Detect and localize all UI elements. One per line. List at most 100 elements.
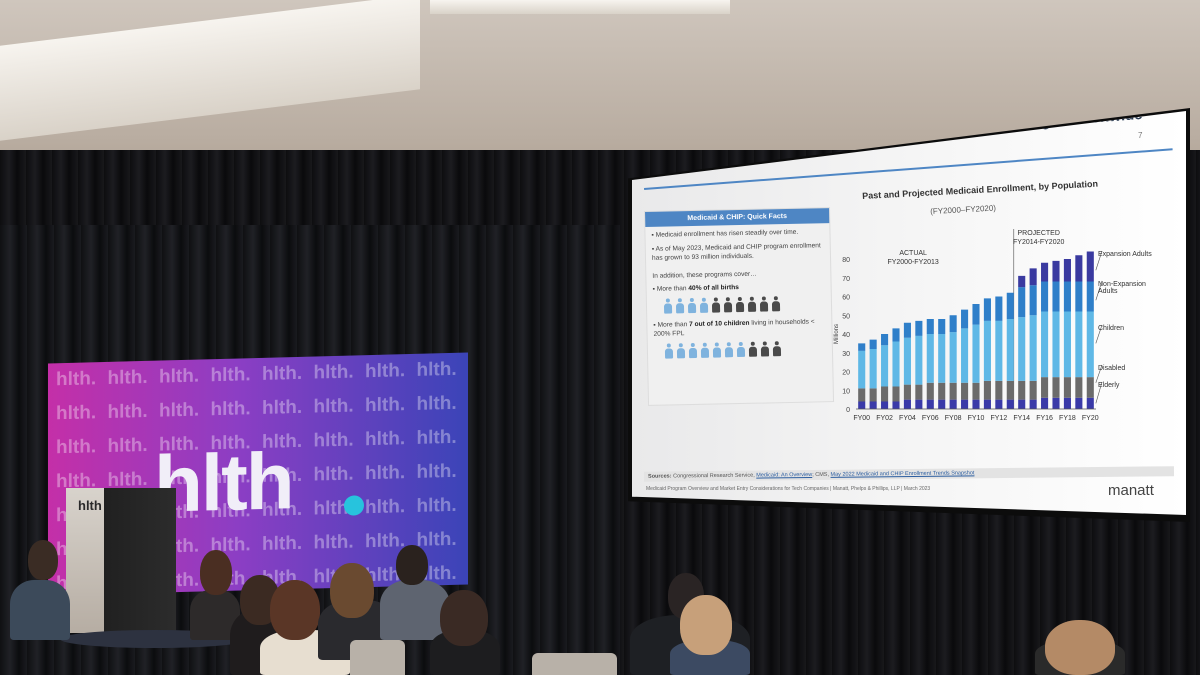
audience-head bbox=[200, 550, 232, 595]
baby-icon bbox=[747, 296, 757, 312]
x-tick-label: FY02 bbox=[876, 415, 893, 422]
backdrop-pattern-word: hlth. bbox=[159, 365, 200, 388]
bar-segment-children bbox=[1063, 311, 1071, 378]
slide-page-number: 7 bbox=[1138, 131, 1143, 140]
bar-segment-non-expansion-adults bbox=[983, 298, 991, 321]
legend-line-children bbox=[1095, 324, 1103, 344]
bar-segment-disabled bbox=[858, 388, 866, 402]
bar-segment-non-expansion-adults bbox=[995, 296, 1003, 321]
y-tick-label: 50 bbox=[842, 313, 850, 320]
y-tick-label: 0 bbox=[846, 407, 850, 414]
backdrop-pattern-word: hlth. bbox=[365, 462, 406, 485]
child-icon bbox=[688, 343, 698, 359]
bar-segment-elderly bbox=[1086, 397, 1094, 409]
projected-label: PROJECTED bbox=[1018, 230, 1060, 237]
child-icon bbox=[748, 341, 758, 357]
y-tick-label: 70 bbox=[842, 276, 850, 283]
x-tick-label: FY06 bbox=[922, 415, 939, 422]
bar-segment-elderly bbox=[1052, 397, 1060, 409]
bar-segment-disabled bbox=[1041, 377, 1049, 398]
bar-segment-children bbox=[869, 349, 877, 389]
child-icon bbox=[700, 342, 710, 358]
bar-segment-expansion-adults bbox=[1018, 275, 1026, 288]
baby-icon bbox=[687, 298, 697, 314]
bar-segment-elderly bbox=[869, 401, 877, 409]
backdrop-pattern-word: hlth. bbox=[159, 399, 200, 422]
children-prefix: More than bbox=[657, 320, 690, 329]
bar-segment-children bbox=[858, 350, 866, 389]
bar-segment-non-expansion-adults bbox=[915, 320, 923, 336]
bar-segment-non-expansion-adults bbox=[869, 339, 877, 349]
audience-head bbox=[1045, 620, 1115, 675]
child-icon bbox=[724, 342, 734, 358]
sources-link-2[interactable]: May 2022 Medicaid and CHIP Enrollment Tr… bbox=[830, 470, 975, 478]
bar-segment-disabled bbox=[926, 382, 934, 400]
births-infographic bbox=[663, 295, 825, 314]
child-icon bbox=[736, 342, 746, 358]
legend-elderly: Elderly bbox=[1098, 382, 1120, 389]
sources-text: Congressional Research Service, bbox=[671, 472, 757, 480]
bar-segment-children bbox=[881, 345, 889, 387]
legend-line-disabled bbox=[1095, 364, 1103, 383]
legend-children: Children bbox=[1098, 325, 1125, 332]
bar-segment-disabled bbox=[915, 384, 923, 400]
bar-segment-children bbox=[926, 334, 934, 383]
x-tick-label: FY20 bbox=[1082, 415, 1099, 422]
bar-segment-non-expansion-adults bbox=[1075, 281, 1083, 312]
legend-line-expansion bbox=[1095, 250, 1103, 271]
bar-segment-children bbox=[961, 328, 969, 383]
fact-bullet-1: ▪ Medicaid enrollment has risen steadily… bbox=[651, 228, 799, 239]
backdrop-pattern-word: hlth. bbox=[365, 394, 406, 417]
chair bbox=[350, 640, 405, 675]
projected-range-label: FY2014-FY2020 bbox=[1013, 239, 1064, 246]
audience-person bbox=[10, 580, 70, 640]
bar-segment-non-expansion-adults bbox=[1018, 287, 1026, 318]
bar-segment-expansion-adults bbox=[1029, 268, 1037, 286]
backdrop-pattern-word: hlth. bbox=[313, 395, 354, 418]
facts-intro: In addition, these programs cover… bbox=[652, 270, 757, 280]
backdrop-pattern-word: hlth. bbox=[262, 362, 303, 385]
bar-segment-disabled bbox=[1029, 380, 1037, 400]
slide-footer: Medicaid Program Overview and Market Ent… bbox=[646, 486, 931, 492]
bar-segment-children bbox=[995, 320, 1003, 381]
backdrop-pattern-word: hlth. bbox=[416, 392, 457, 415]
bar-segment-expansion-adults bbox=[1075, 255, 1083, 282]
bar-segment-elderly bbox=[1018, 399, 1026, 409]
backdrop-pattern-word: hlth. bbox=[210, 398, 251, 421]
chart-title: Past and Projected Medicaid Enrollment, … bbox=[862, 178, 1099, 201]
x-tick-label: FY08 bbox=[945, 415, 962, 422]
children-bold: 7 out of 10 children bbox=[689, 319, 750, 328]
bar-segment-children bbox=[1018, 317, 1026, 381]
bar-segment-expansion-adults bbox=[1063, 259, 1071, 282]
bar-segment-elderly bbox=[926, 399, 934, 409]
y-tick-label: 80 bbox=[842, 257, 850, 264]
bar-segment-disabled bbox=[972, 382, 980, 400]
podium-front-panel bbox=[66, 488, 104, 633]
x-tick-label: FY00 bbox=[853, 415, 870, 422]
backdrop-pattern-word: hlth. bbox=[313, 531, 354, 554]
bar-segment-children bbox=[972, 324, 980, 383]
bar-segment-non-expansion-adults bbox=[938, 319, 946, 334]
child-icon bbox=[664, 343, 674, 359]
baby-icon bbox=[759, 296, 769, 312]
bar-segment-elderly bbox=[1029, 399, 1037, 409]
bar-segment-elderly bbox=[1006, 399, 1014, 409]
bar-segment-elderly bbox=[915, 399, 923, 409]
quick-facts-box: Medicaid & CHIP: Quick Facts ▪ Medicaid … bbox=[644, 207, 835, 406]
bar-segment-elderly bbox=[972, 399, 980, 409]
bar-segment-non-expansion-adults bbox=[858, 343, 866, 351]
bar-segment-elderly bbox=[961, 399, 969, 409]
bar-segment-disabled bbox=[949, 382, 957, 400]
backdrop-pattern-word: hlth. bbox=[416, 460, 457, 483]
bar-segment-non-expansion-adults bbox=[949, 315, 957, 333]
x-tick-label: FY12 bbox=[990, 415, 1007, 422]
bar-segment-disabled bbox=[983, 380, 991, 400]
bar-segment-expansion-adults bbox=[1052, 260, 1060, 282]
y-tick-label: 30 bbox=[842, 351, 850, 358]
ceiling-light bbox=[0, 0, 420, 141]
bar-segment-non-expansion-adults bbox=[892, 328, 900, 342]
backdrop-pattern-word: hlth. bbox=[313, 361, 354, 384]
sources-link-1[interactable]: Medicaid: An Overview bbox=[756, 472, 813, 479]
y-tick-label: 20 bbox=[842, 370, 850, 377]
backdrop-pattern-word: hlth. bbox=[416, 358, 457, 381]
